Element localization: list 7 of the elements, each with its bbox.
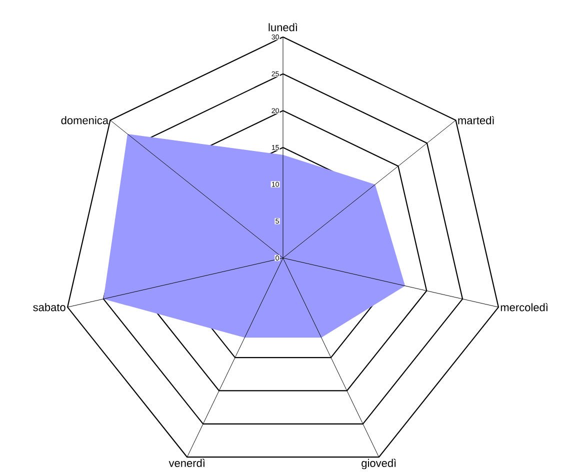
spoke-label: venerdì	[168, 458, 205, 468]
spoke-label: lunedì	[268, 23, 298, 32]
spoke-label: martedì	[458, 116, 494, 124]
spoke-label: domenica	[61, 116, 109, 124]
spoke-label: sabato	[33, 303, 66, 312]
spoke-label: giovedì	[362, 458, 396, 470]
spoke-label: mercoledì	[500, 303, 548, 312]
